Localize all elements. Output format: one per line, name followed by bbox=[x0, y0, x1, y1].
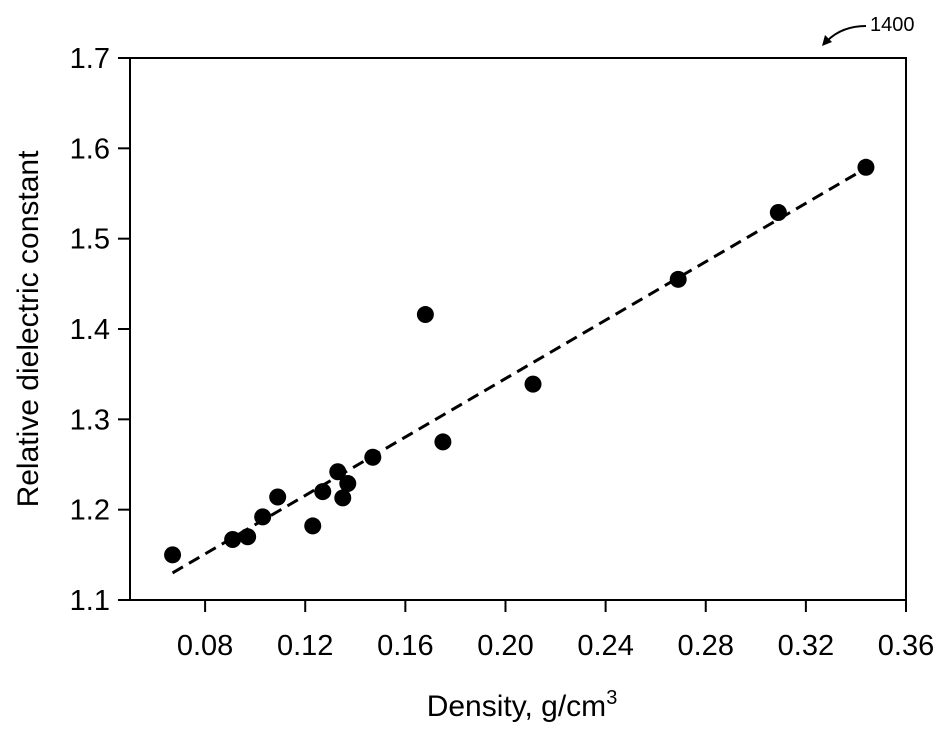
x-tick-label: 0.28 bbox=[678, 630, 734, 662]
x-tick-label: 0.36 bbox=[878, 630, 934, 662]
reference-arrowhead-icon bbox=[822, 35, 832, 46]
y-tick-label: 1.7 bbox=[70, 43, 110, 75]
data-point bbox=[314, 483, 332, 501]
data-point bbox=[239, 528, 257, 546]
reference-number: 1400 bbox=[870, 14, 915, 36]
fit-line bbox=[171, 166, 867, 575]
x-tick-label: 0.08 bbox=[177, 630, 233, 662]
data-point bbox=[434, 433, 452, 451]
x-tick-label: 0.12 bbox=[277, 630, 333, 662]
x-tick-label: 0.32 bbox=[778, 630, 834, 662]
y-tick-label: 1.6 bbox=[70, 133, 110, 165]
data-point bbox=[669, 270, 687, 288]
x-axis: 0.08 0.12 0.16 0.20 0.24 0.28 0.32 0.36 bbox=[177, 600, 934, 662]
y-tick-label: 1.4 bbox=[70, 314, 110, 346]
data-point bbox=[334, 489, 352, 507]
data-point bbox=[254, 508, 272, 526]
x-tick-label: 0.20 bbox=[477, 630, 533, 662]
data-point bbox=[269, 488, 287, 506]
x-axis-title: Density, g/cm3 bbox=[427, 687, 618, 723]
data-points bbox=[164, 158, 875, 564]
y-tick-label: 1.1 bbox=[70, 585, 110, 617]
data-point bbox=[224, 530, 242, 548]
data-point bbox=[769, 203, 787, 221]
plot-frame bbox=[129, 57, 907, 601]
data-point bbox=[164, 546, 182, 564]
data-point bbox=[416, 306, 434, 324]
x-tick-label: 0.24 bbox=[577, 630, 633, 662]
data-point bbox=[857, 158, 875, 176]
x-tick-label: 0.16 bbox=[377, 630, 433, 662]
fit-line-group bbox=[171, 166, 867, 575]
reference-arrow-icon bbox=[826, 25, 867, 42]
reference-label: 1400 bbox=[822, 14, 915, 46]
y-tick-label: 1.5 bbox=[70, 224, 110, 256]
y-tick-label: 1.2 bbox=[70, 495, 110, 527]
y-tick-label: 1.3 bbox=[70, 404, 110, 436]
data-point bbox=[339, 474, 357, 492]
data-point bbox=[524, 375, 542, 393]
data-point bbox=[329, 463, 347, 481]
data-point bbox=[304, 517, 322, 535]
y-axis: 1.1 1.2 1.3 1.4 1.5 1.6 1.7 bbox=[70, 43, 130, 617]
y-axis-title: Relative dielectric constant bbox=[12, 150, 45, 508]
data-point bbox=[364, 448, 382, 466]
